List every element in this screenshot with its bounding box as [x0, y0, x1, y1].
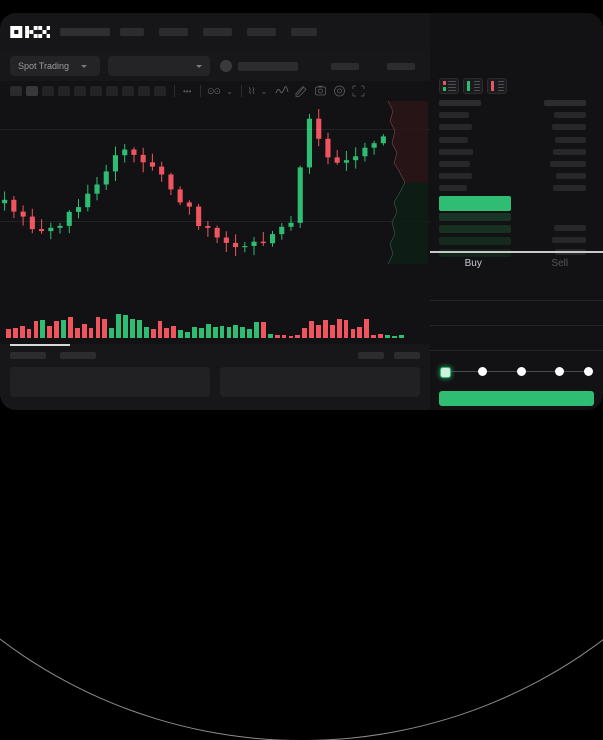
- svg-text:•••: •••: [183, 87, 192, 96]
